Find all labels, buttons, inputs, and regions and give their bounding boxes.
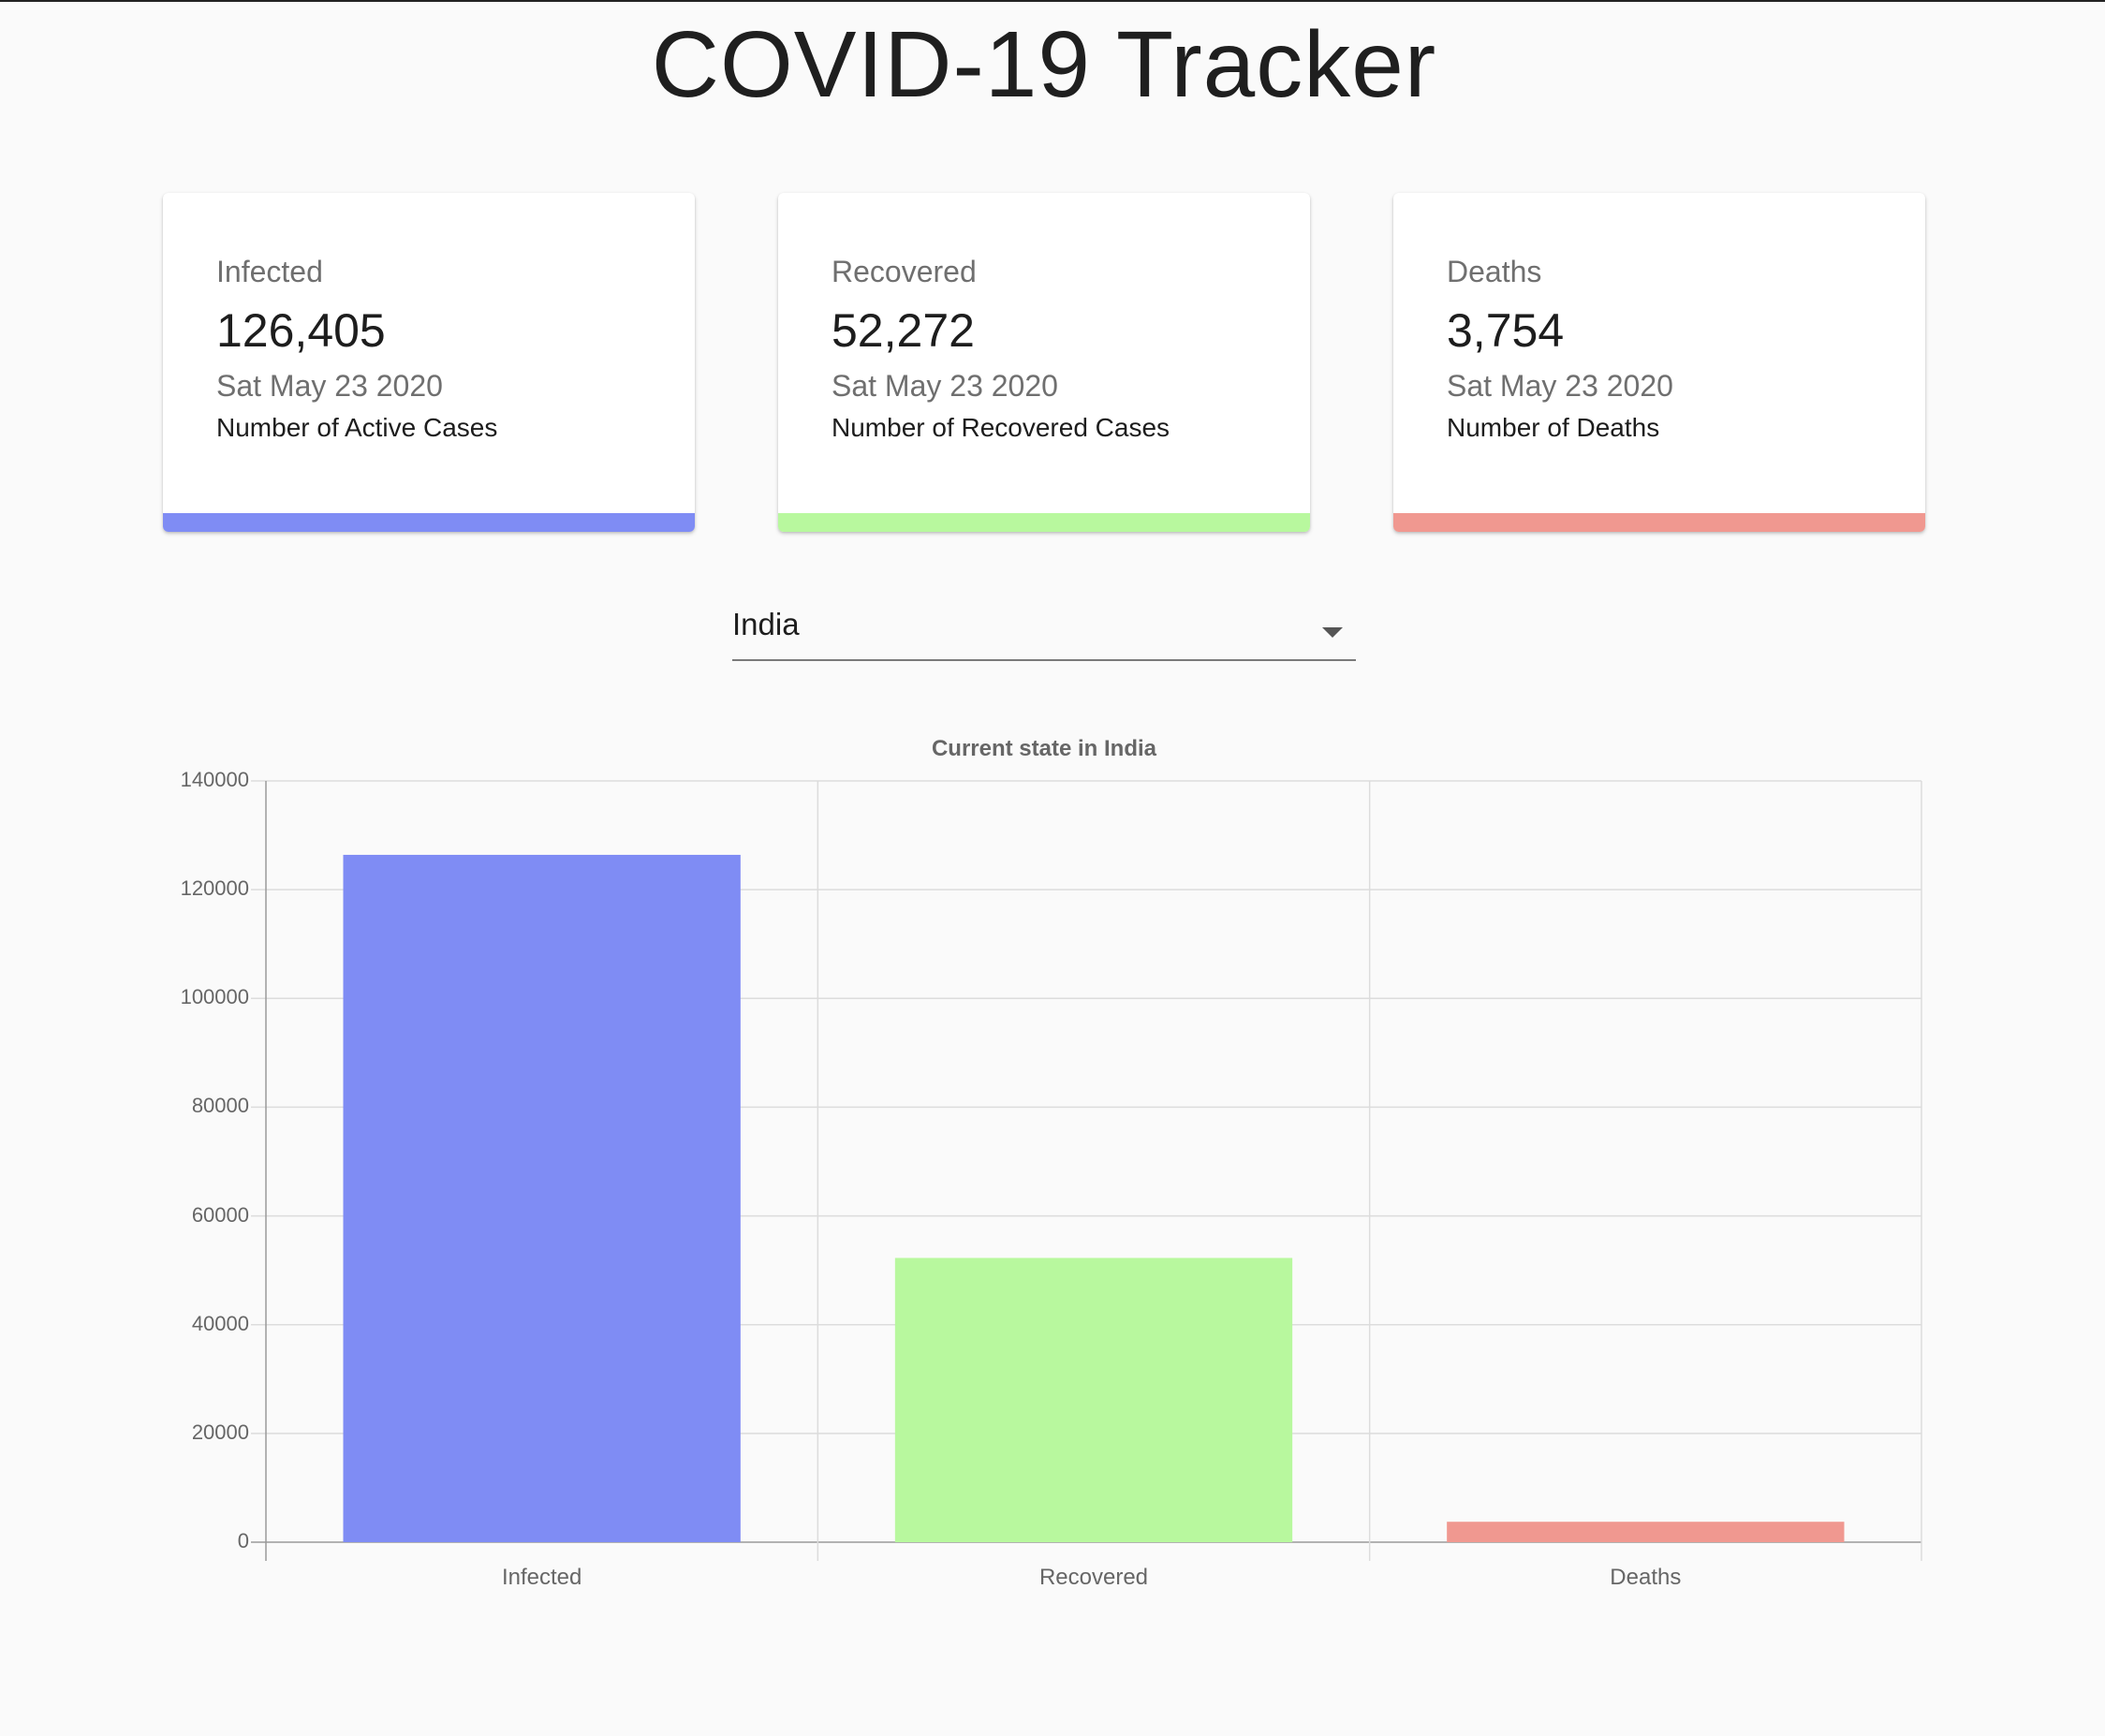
y-tick-label: 40000 bbox=[191, 1311, 249, 1335]
window-top-border bbox=[0, 0, 2105, 2]
card-value: 3,754 bbox=[1447, 304, 1565, 357]
card-label: Infected bbox=[216, 255, 323, 288]
x-tick-label: Infected bbox=[501, 1565, 582, 1590]
x-tick-label: Recovered bbox=[1038, 1565, 1149, 1590]
bar-deaths bbox=[1447, 1522, 1845, 1542]
card-label: Recovered bbox=[832, 255, 977, 288]
chevron-down-icon[interactable] bbox=[1322, 627, 1343, 638]
card-deaths: Deaths 3,754 Sat May 23 2020 Number of D… bbox=[1393, 193, 1925, 532]
card-accent-bar bbox=[778, 513, 1310, 532]
page-title: COVID-19 Tracker bbox=[651, 12, 1437, 117]
y-tick-label: 120000 bbox=[180, 876, 249, 901]
card-accent-bar bbox=[163, 513, 695, 532]
chart-title: Current state in India bbox=[931, 736, 1157, 761]
card-accent-bar bbox=[1393, 513, 1925, 532]
card-value: 52,272 bbox=[832, 304, 975, 357]
bar-infected bbox=[343, 854, 741, 1542]
card-date: Sat May 23 2020 bbox=[1447, 369, 1673, 403]
card-label: Deaths bbox=[1447, 255, 1542, 288]
bar-chart: Current state in India 140000 120000 10000… bbox=[0, 721, 2105, 1620]
summary-cards: Infected 126,405 Sat May 23 2020 Number … bbox=[0, 193, 2105, 532]
card-description: Number of Deaths bbox=[1447, 413, 1660, 442]
card-description: Number of Recovered Cases bbox=[832, 413, 1170, 442]
card-date: Sat May 23 2020 bbox=[216, 369, 443, 403]
card-recovered: Recovered 52,272 Sat May 23 2020 Number … bbox=[778, 193, 1310, 532]
country-select-value: India bbox=[732, 607, 800, 641]
y-tick-label: 100000 bbox=[180, 985, 249, 1009]
country-select[interactable]: India bbox=[732, 599, 1356, 661]
y-tick-label: 140000 bbox=[180, 768, 249, 791]
y-tick-label: 20000 bbox=[191, 1420, 249, 1444]
card-infected: Infected 126,405 Sat May 23 2020 Number … bbox=[163, 193, 695, 532]
card-date: Sat May 23 2020 bbox=[832, 369, 1058, 403]
chart-canvas bbox=[251, 780, 1922, 1561]
card-description: Number of Active Cases bbox=[216, 413, 498, 442]
y-tick-label: 0 bbox=[237, 1529, 249, 1552]
bar-recovered bbox=[894, 1258, 1293, 1542]
y-tick-label: 60000 bbox=[191, 1202, 249, 1227]
card-value: 126,405 bbox=[216, 304, 386, 357]
x-tick-label: Deaths bbox=[1610, 1565, 1682, 1590]
y-tick-label: 80000 bbox=[191, 1094, 249, 1118]
